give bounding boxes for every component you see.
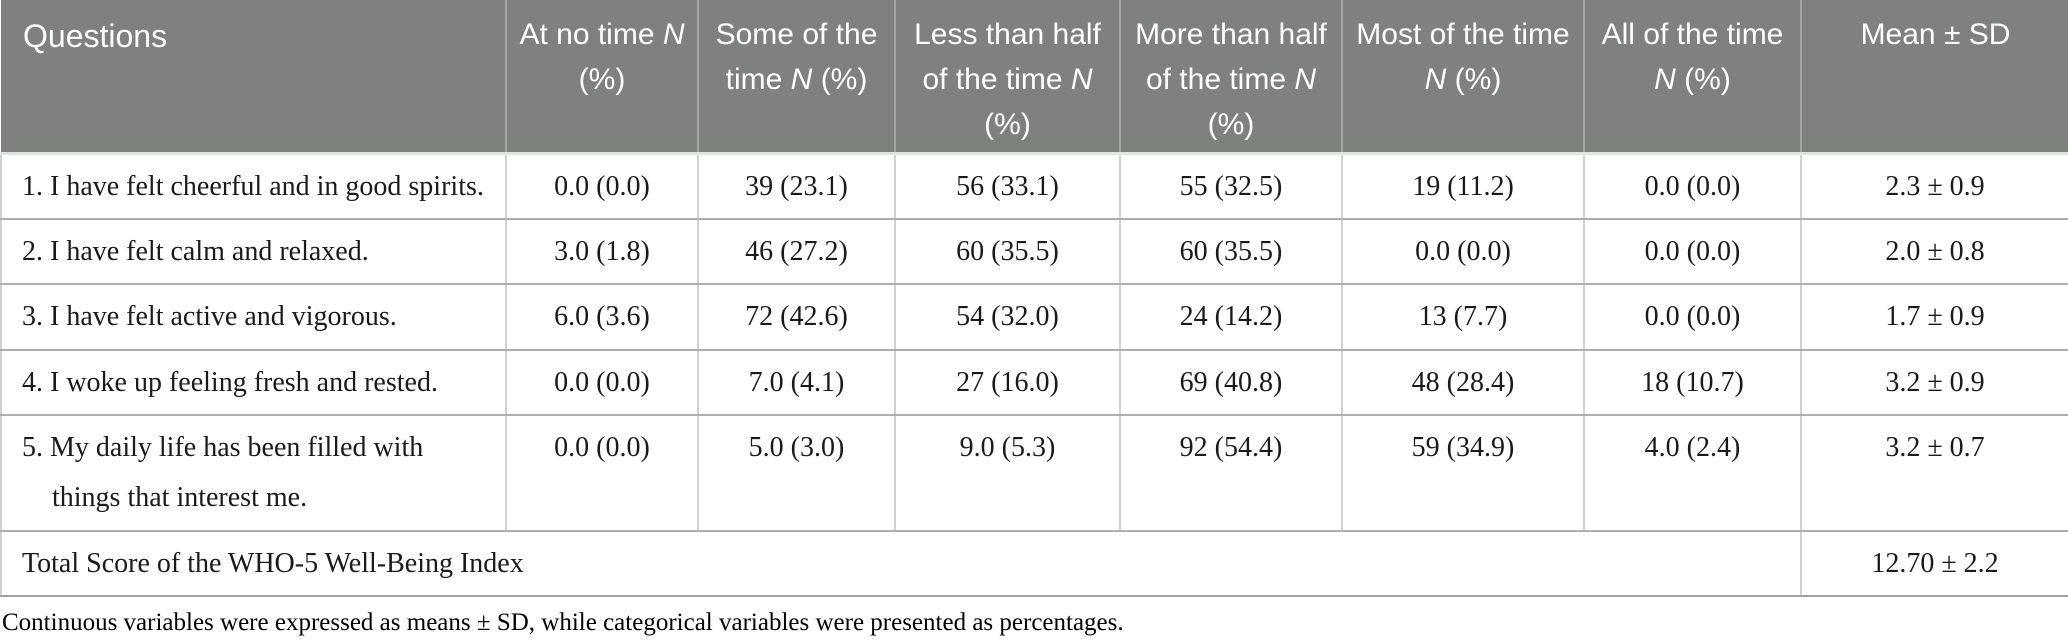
header-cell-more-than-half: More than half of the time N (%) [1119,0,1342,155]
data-cell: 56 (33.1) [894,152,1121,220]
header-label: At no time [519,18,655,51]
data-cell: 54 (32.0) [894,283,1121,351]
header-label: Mean ± SD [1860,18,2011,51]
header-pct-label: (%) [1454,63,1502,96]
header-cell-less-than-half: Less than half of the time N (%) [894,0,1120,155]
data-cell: 60 (35.5) [1119,217,1343,286]
header-cell-mean-sd: Mean ± SD [1800,0,2068,155]
data-cell: 0.0 (0.0) [1583,217,1802,286]
table-row-q3: 3. I have felt active and vigorous. 6.0 … [0,283,2068,351]
header-n-label: N [1654,63,1676,96]
header-pct-label: (%) [984,108,1031,141]
total-label-cell: Total Score of the WHO-5 Well-Being Inde… [0,529,1802,598]
data-cell: 69 (40.8) [1119,348,1343,417]
mean-cell: 3.2 ± 0.7 [1800,414,2068,532]
table-footnote: Continuous variables were expressed as m… [2,609,1124,637]
header-pct-label: (%) [1684,63,1731,96]
data-cell: 60 (35.5) [894,217,1121,286]
question-cell: 3. I have felt active and vigorous. [0,283,507,351]
data-cell: 18 (10.7) [1583,348,1802,417]
data-cell: 59 (34.9) [1341,414,1585,532]
header-label: More than half of the time [1135,18,1327,96]
data-cell: 6.0 (3.6) [505,283,699,351]
header-cell-most-of-the-time: Most of the time N (%) [1341,0,1584,155]
header-pct-label: (%) [820,63,868,96]
table-row-q5: 5. My daily life has been filled with th… [0,414,2068,532]
data-cell: 92 (54.4) [1119,414,1343,532]
table-row-q4: 4. I woke up feeling fresh and rested. 0… [0,348,2068,417]
data-cell: 72 (42.6) [697,283,896,351]
data-cell: 13 (7.7) [1341,283,1585,351]
header-n-label: N [662,18,685,51]
header-label: Less than half of the time [914,18,1101,96]
data-cell: 48 (28.4) [1341,348,1585,417]
data-cell: 0.0 (0.0) [1341,217,1585,286]
data-cell: 3.0 (1.8) [505,217,699,286]
data-cell: 4.0 (2.4) [1583,414,1802,532]
header-pct-label: (%) [1207,108,1255,141]
who5-wellbeing-table: Questions At no time N (%) Some of the t… [0,0,2068,598]
header-cell-all-of-the-time: All of the time N (%) [1583,0,1801,155]
table-row-q2: 2. I have felt calm and relaxed. 3.0 (1.… [0,217,2068,286]
header-n-label: N [1424,63,1447,96]
data-cell: 19 (11.2) [1341,152,1585,220]
header-n-label: N [790,63,813,96]
data-cell: 0.0 (0.0) [1583,152,1802,220]
data-cell: 0.0 (0.0) [505,348,699,417]
data-cell: 0.0 (0.0) [1583,283,1802,351]
data-cell: 46 (27.2) [697,217,896,286]
header-label: Some of the time [715,18,878,96]
header-label: Most of the time [1356,18,1570,51]
header-cell-questions: Questions [1,0,506,155]
data-cell: 55 (32.5) [1119,152,1343,220]
header-cell-at-no-time: At no time N (%) [505,0,698,155]
mean-cell: 1.7 ± 0.9 [1800,283,2068,351]
total-row: Total Score of the WHO-5 Well-Being Inde… [0,529,2068,598]
data-cell: 39 (23.1) [697,152,896,220]
data-cell: 0.0 (0.0) [505,152,699,220]
mean-cell: 2.3 ± 0.9 [1800,152,2068,220]
total-value-cell: 12.70 ± 2.2 [1800,529,2068,598]
header-n-label: N [1294,63,1317,96]
data-cell: 9.0 (5.3) [894,414,1121,532]
table-row-q1: 1. I have felt cheerful and in good spir… [0,152,2068,220]
question-cell: 5. My daily life has been filled with th… [0,414,507,532]
header-label: All of the time [1601,18,1784,51]
data-cell: 24 (14.2) [1119,283,1343,351]
header-label: Questions [23,18,168,54]
question-cell: 4. I woke up feeling fresh and rested. [0,348,507,417]
question-cell: 1. I have felt cheerful and in good spir… [0,152,507,220]
header-n-label: N [1070,63,1093,96]
header-row: Questions At no time N (%) Some of the t… [1,0,2068,155]
data-cell: 27 (16.0) [894,348,1121,417]
question-cell: 2. I have felt calm and relaxed. [0,217,507,286]
data-cell: 7.0 (4.1) [697,348,896,417]
data-cell: 5.0 (3.0) [697,414,896,532]
mean-cell: 2.0 ± 0.8 [1800,217,2068,286]
header-pct-label: (%) [578,63,626,96]
data-cell: 0.0 (0.0) [505,414,699,532]
mean-cell: 3.2 ± 0.9 [1800,348,2068,417]
header-cell-some-of-the-time: Some of the time N (%) [697,0,895,155]
